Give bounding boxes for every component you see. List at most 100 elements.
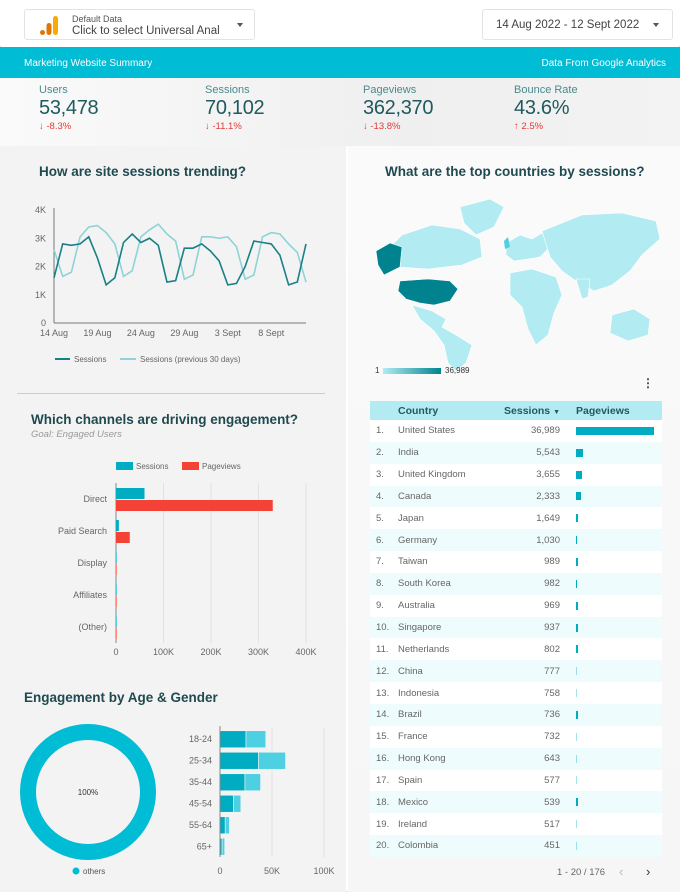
row-rank: 6.	[370, 529, 392, 552]
next-page-icon[interactable]: ›	[646, 864, 651, 879]
table-row[interactable]: 4. Canada 2,333	[370, 485, 662, 508]
table-row[interactable]: 2. India 5,543	[370, 441, 662, 464]
gender-donut-chart[interactable]: 100% others	[0, 715, 175, 885]
data-source-label: Default Data	[72, 14, 123, 24]
x-tick-label: 19 Aug	[83, 328, 111, 338]
row-country: Germany	[392, 529, 502, 552]
date-range-picker[interactable]: 14 Aug 2022 - 12 Sept 2022	[482, 9, 673, 40]
bar-pageviews	[116, 500, 273, 511]
kpi-change: ↓ -11.1%	[205, 121, 264, 132]
column-header-country[interactable]: Country	[392, 401, 502, 420]
data-source-value: Click to select Universal Anal	[72, 25, 220, 37]
age-label: 55-64	[189, 820, 212, 830]
row-sessions: 732	[502, 725, 572, 748]
table-row[interactable]: 13. Indonesia 758	[370, 682, 662, 704]
row-rank: 12.	[370, 660, 392, 683]
age-bar-segment	[233, 794, 242, 813]
donut-slice-others[interactable]	[20, 724, 156, 860]
table-header: Country Sessions ▼ Pageviews	[370, 401, 662, 420]
row-sessions: 1,030	[502, 529, 572, 552]
table-row[interactable]: 3. United Kingdom 3,655	[370, 463, 662, 486]
row-pageviews	[572, 703, 662, 726]
channels-bar-chart[interactable]: 0 100K 200K 300K 400K Direct Paid Search Displa…	[0, 455, 346, 665]
pageviews-bar	[576, 645, 578, 654]
kpi-strip: Users 53,478 ↓ -8.3% Sessions 70,102 ↓ -…	[0, 78, 680, 146]
x-tick-label: 50K	[264, 866, 280, 876]
left-panel	[0, 146, 346, 892]
column-header-pageviews[interactable]: Pageviews	[572, 401, 662, 420]
more-vert-icon[interactable]: ⋮	[642, 376, 654, 390]
y-tick-label: 1K	[35, 290, 46, 300]
row-country: Taiwan	[392, 551, 502, 573]
kpi-value: 53,478	[39, 97, 99, 119]
row-country: Spain	[392, 769, 502, 792]
map-region-alaska	[375, 242, 403, 276]
world-map[interactable]	[372, 195, 664, 370]
table-row[interactable]: 5. Japan 1,649	[370, 507, 662, 530]
table-row[interactable]: 10. Singapore 937	[370, 616, 662, 639]
row-rank: 15.	[370, 725, 392, 748]
row-pageviews	[572, 725, 662, 748]
kpi-label: Bounce Rate	[514, 84, 578, 96]
age-bar-segment	[245, 730, 267, 749]
bar-sessions	[116, 520, 119, 531]
data-source-selector[interactable]: Default Data Click to select Universal A…	[24, 9, 255, 40]
row-country: Indonesia	[392, 682, 502, 704]
map-region-greenland	[459, 198, 505, 236]
map-region-europe	[505, 232, 551, 262]
kpi-users: Users 53,478 ↓ -8.3%	[39, 84, 99, 132]
table-row[interactable]: 17. Spain 577	[370, 769, 662, 792]
y-tick-label: 2K	[35, 262, 46, 272]
legend-swatch	[72, 867, 80, 875]
kpi-change: ↓ -13.8%	[363, 121, 433, 132]
pageviews-bar	[576, 557, 578, 566]
bar-pageviews	[116, 532, 130, 543]
table-row[interactable]: 15. France 732	[370, 725, 662, 748]
table-row[interactable]: 19. Ireland 517	[370, 813, 662, 836]
pageviews-bar	[576, 514, 578, 523]
table-row[interactable]: 12. China 777	[370, 660, 662, 683]
table-row[interactable]: 18. Mexico 539	[370, 791, 662, 814]
table-row[interactable]: 14. Brazil 736	[370, 703, 662, 726]
row-rank: 18.	[370, 791, 392, 814]
row-rank: 1.	[370, 420, 392, 442]
row-country: Netherlands	[392, 638, 502, 661]
column-header-sessions[interactable]: Sessions ▼	[502, 401, 572, 420]
x-tick-label: 0	[113, 647, 118, 657]
pageviews-bar	[576, 667, 577, 676]
bar-sessions	[116, 584, 117, 595]
report-banner: Marketing Website Summary Data From Goog…	[0, 47, 680, 78]
table-row[interactable]: 20. Colombia 451	[370, 835, 662, 857]
row-sessions: 736	[502, 703, 572, 726]
table-row[interactable]: 7. Taiwan 989	[370, 551, 662, 573]
pageviews-bar	[576, 754, 577, 763]
table-row[interactable]: 8. South Korea 982	[370, 572, 662, 595]
map-region-uk	[504, 237, 510, 249]
table-row[interactable]: 11. Netherlands 802	[370, 638, 662, 661]
bar-sessions	[116, 616, 117, 627]
row-sessions: 2,333	[502, 485, 572, 508]
x-tick-label: 100K	[313, 866, 334, 876]
row-rank: 17.	[370, 769, 392, 792]
table-row[interactable]: 9. Australia 969	[370, 594, 662, 617]
age-bar-segment	[219, 730, 247, 749]
sessions-line-chart[interactable]: 0 1K 2K 3K 4K 14 Aug 19 Aug 24 Aug 29 Aug 3 Sept 8…	[0, 190, 346, 375]
map-legend-max: 36,989	[445, 366, 470, 375]
prev-page-icon[interactable]: ‹	[619, 864, 624, 879]
row-pageviews	[572, 463, 662, 486]
row-country: United Kingdom	[392, 463, 502, 486]
google-analytics-icon	[40, 16, 58, 35]
row-pageviews	[572, 769, 662, 792]
row-country: Japan	[392, 507, 502, 530]
kpi-label: Pageviews	[363, 84, 417, 96]
age-bar-chart[interactable]: 0 50K 100K 18-24 25-34 35-44 45-54 55-64 65+	[175, 722, 346, 882]
y-tick-label: 3K	[35, 233, 46, 243]
table-row[interactable]: 16. Hong Kong 643	[370, 747, 662, 770]
table-row[interactable]: 1. United States 36,989	[370, 420, 662, 442]
row-pageviews	[572, 813, 662, 836]
row-rank: 14.	[370, 703, 392, 726]
map-region-australia	[609, 308, 651, 342]
row-pageviews	[572, 682, 662, 704]
age-label: 25-34	[189, 755, 212, 765]
table-row[interactable]: 6. Germany 1,030	[370, 529, 662, 552]
